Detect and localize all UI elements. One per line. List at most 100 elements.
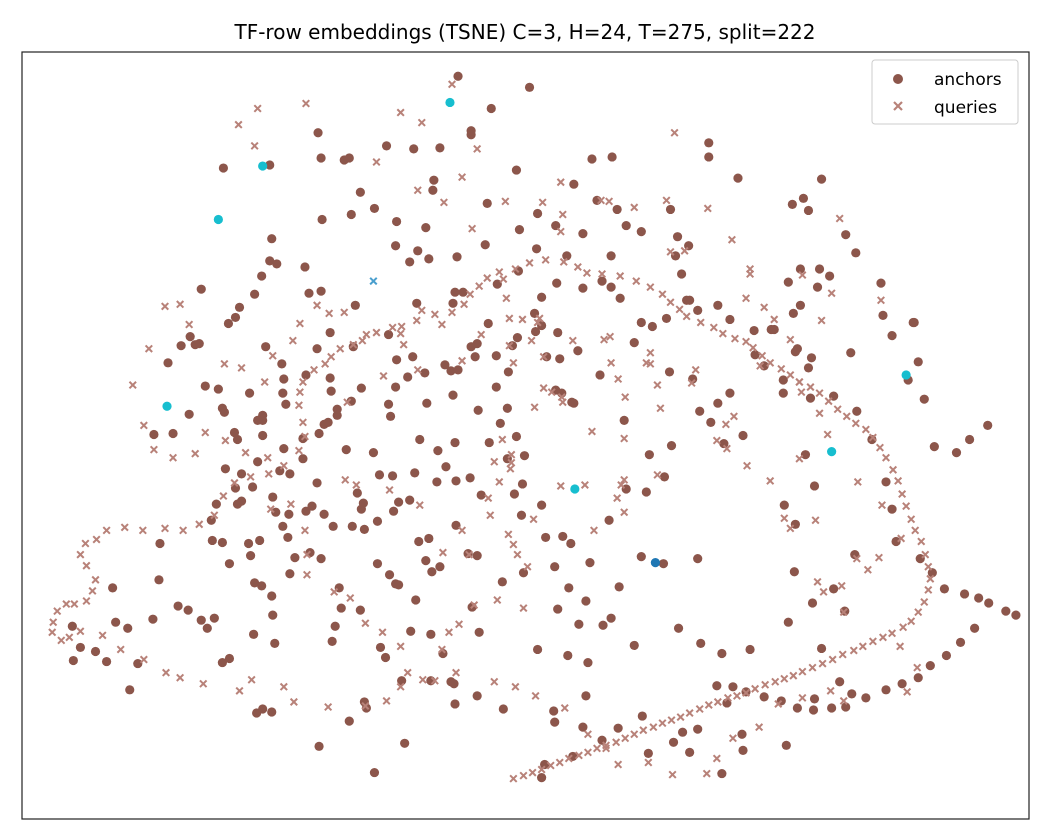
query-point (813, 577, 822, 586)
query-point (199, 679, 208, 688)
anchor-point (421, 223, 431, 233)
anchor-point (587, 154, 597, 164)
query-point (379, 371, 388, 380)
query-point (288, 336, 297, 345)
query-point (712, 436, 721, 445)
anchor-point (929, 442, 939, 452)
query-point (539, 384, 548, 393)
anchor-point (358, 498, 368, 508)
anchor-point (816, 643, 827, 654)
query-point (509, 358, 518, 367)
query-point (220, 359, 229, 368)
query-point (535, 314, 544, 323)
query-point (313, 301, 322, 310)
anchor-point (792, 703, 802, 713)
anchor-point (566, 538, 576, 549)
legend-frame (871, 59, 1019, 125)
legend-anchors-marker (893, 74, 903, 84)
anchor-point (606, 251, 616, 261)
plot-area-frame (21, 51, 1030, 820)
query-point (264, 469, 273, 478)
query-point (378, 628, 387, 637)
anchor-point (783, 617, 793, 627)
anchor-point (790, 347, 800, 357)
anchor-point (176, 341, 186, 351)
query-point (868, 433, 877, 442)
highlighted-anchor-point (901, 370, 911, 380)
anchor-point (908, 317, 918, 328)
anchor-point (800, 450, 811, 460)
anchor-point (693, 724, 703, 734)
anchor-point (563, 650, 573, 661)
anchor-point (851, 248, 861, 258)
anchor-point (787, 199, 797, 209)
query-point (241, 448, 250, 457)
anchor-point (190, 340, 200, 350)
anchor-point (497, 577, 507, 587)
query-point (564, 754, 573, 763)
anchor-point (704, 152, 714, 162)
anchor-point (424, 254, 434, 264)
anchor-point (272, 259, 282, 269)
query-point (525, 258, 534, 267)
anchor-point (385, 411, 396, 421)
query-point (484, 494, 493, 503)
query-point (712, 754, 721, 763)
query-point (138, 526, 147, 535)
anchor-point (403, 372, 413, 382)
legend-anchors-label: anchors (934, 70, 1002, 90)
anchor-point (555, 354, 565, 364)
query-point (294, 446, 303, 455)
query-point (340, 308, 349, 317)
anchor-point (809, 694, 820, 704)
anchor-point (835, 677, 845, 687)
anchor-point (325, 373, 335, 383)
query-point (475, 282, 484, 291)
anchor-point (392, 216, 402, 227)
anchor-point (290, 553, 300, 563)
anchor-point (537, 500, 547, 510)
anchor-point (511, 431, 522, 442)
query-point (709, 323, 718, 332)
anchor-point (255, 535, 265, 546)
query-point (88, 586, 97, 595)
query-point (511, 682, 520, 691)
anchor-point (268, 610, 278, 620)
anchor-point (368, 448, 379, 458)
query-point (324, 702, 333, 711)
anchor-point (432, 477, 442, 487)
anchor-point (759, 692, 769, 702)
anchor-point (666, 440, 677, 451)
query-point (826, 686, 835, 695)
anchor-point (220, 464, 231, 474)
anchor-point (532, 644, 543, 655)
query-point (499, 275, 508, 284)
anchor-point (283, 532, 293, 543)
anchor-point (424, 533, 434, 544)
query-point (721, 420, 730, 429)
query-point (630, 730, 639, 739)
anchor-point (380, 652, 391, 663)
anchor-point (825, 271, 835, 281)
anchor-point (519, 451, 530, 461)
query-point (396, 329, 405, 338)
anchor-point (245, 550, 256, 561)
query-point (120, 523, 129, 532)
query-point (924, 562, 933, 571)
anchor-point (553, 327, 563, 338)
highlighted-anchor-point (445, 97, 455, 108)
query-point (612, 738, 621, 747)
anchor-point (847, 689, 857, 699)
anchor-point (641, 487, 651, 497)
anchor-point (717, 768, 727, 779)
anchor-point (728, 682, 738, 692)
anchor-point (352, 488, 362, 498)
anchor-point (798, 193, 809, 203)
query-point (246, 472, 255, 481)
query-point (728, 734, 737, 743)
anchor-point (330, 621, 340, 631)
query-point (260, 378, 269, 387)
query-point (537, 765, 546, 774)
anchor-point (236, 469, 247, 479)
query-point (300, 432, 309, 441)
